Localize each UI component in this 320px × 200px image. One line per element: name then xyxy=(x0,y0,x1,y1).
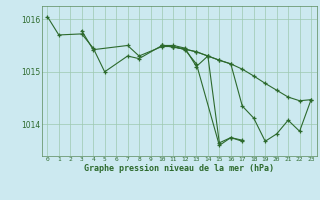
X-axis label: Graphe pression niveau de la mer (hPa): Graphe pression niveau de la mer (hPa) xyxy=(84,164,274,173)
